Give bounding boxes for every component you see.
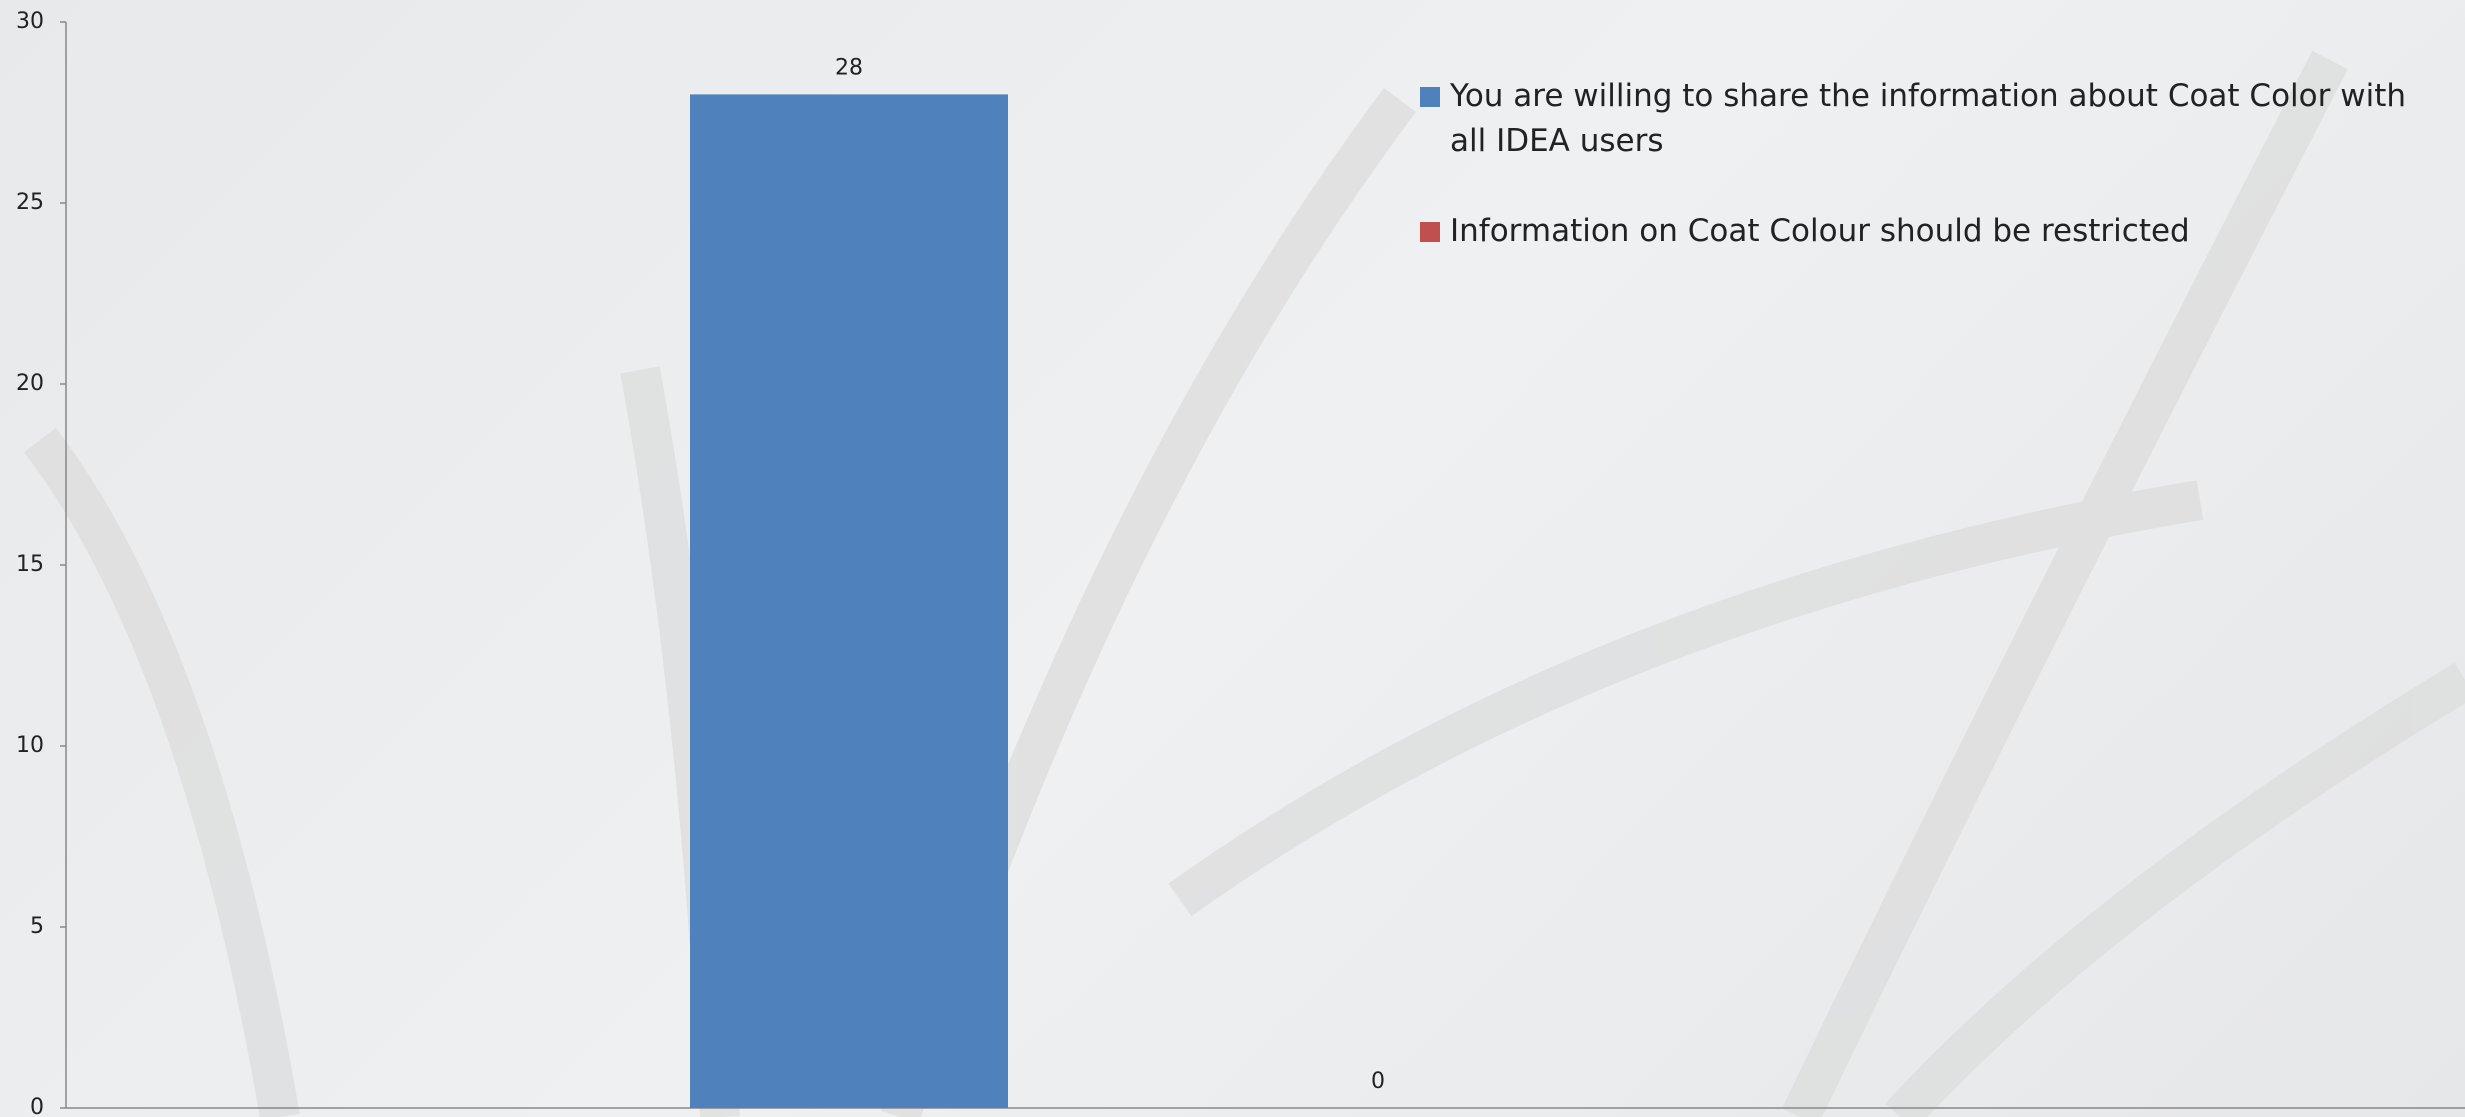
legend-swatch bbox=[1420, 87, 1440, 107]
y-tick-label: 25 bbox=[16, 190, 44, 215]
y-tick-label: 30 bbox=[16, 9, 44, 34]
data-label: 0 bbox=[1371, 1069, 1385, 1094]
legend-swatch bbox=[1420, 222, 1440, 242]
y-tick-label: 15 bbox=[16, 552, 44, 577]
y-tick-label: 0 bbox=[30, 1095, 44, 1117]
legend-label: You are willing to share the information… bbox=[1450, 78, 2406, 159]
data-label: 28 bbox=[835, 55, 863, 80]
legend-item: Information on Coat Colour should be res… bbox=[1420, 209, 2450, 254]
y-tick-label: 5 bbox=[30, 914, 44, 939]
legend-item: You are willing to share the information… bbox=[1420, 74, 2450, 164]
bar bbox=[690, 94, 1008, 1108]
legend-label: Information on Coat Colour should be res… bbox=[1450, 213, 2190, 249]
decor bbox=[24, 50, 2465, 1117]
legend: You are willing to share the information… bbox=[1420, 74, 2450, 299]
y-tick-label: 10 bbox=[16, 733, 44, 758]
y-tick-label: 20 bbox=[16, 371, 44, 396]
